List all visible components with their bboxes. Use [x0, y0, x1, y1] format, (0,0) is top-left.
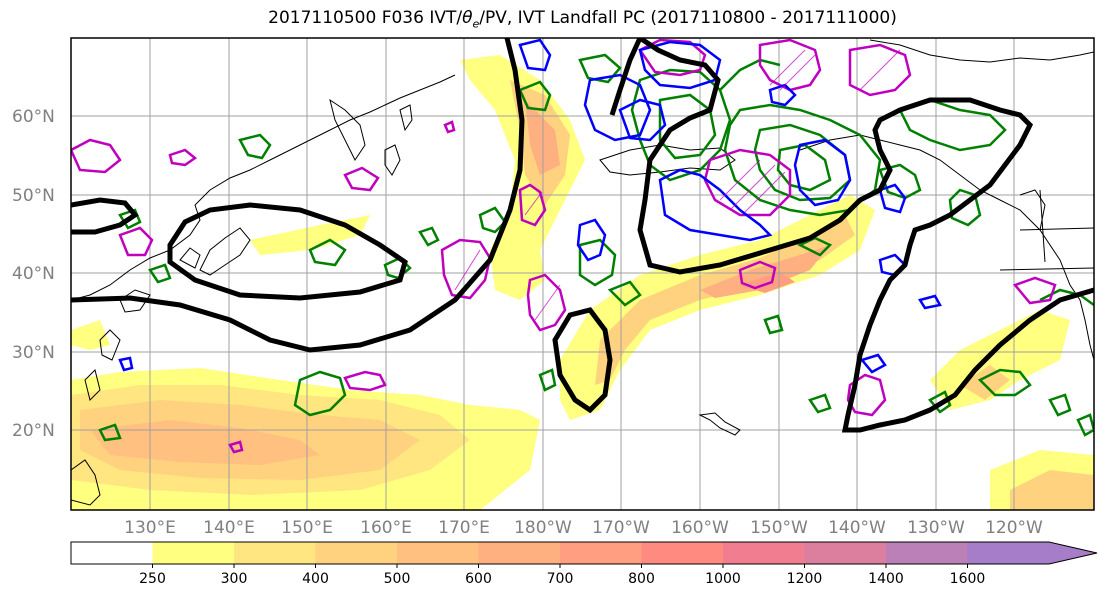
lon-label: 180°W — [514, 518, 572, 538]
colorbar-tick-label: 300 — [221, 571, 248, 587]
colorbar-segment — [234, 542, 316, 564]
colorbar-segment — [804, 542, 887, 564]
colorbar-segment — [886, 542, 968, 564]
longitude-labels: 130°E 140°E 150°E 160°E 170°E 180°W 170°… — [124, 518, 1043, 538]
figure-title: 2017110500 F036 IVT/θe/PV, IVT Landfall … — [268, 8, 897, 31]
lon-label: 130°W — [907, 518, 965, 538]
map-frame — [70, 37, 1095, 511]
lon-label: 140°E — [203, 518, 255, 538]
gridlines — [71, 38, 1094, 510]
colorbar-segment — [723, 542, 805, 564]
colorbar-tick-label: 1000 — [705, 571, 741, 587]
colorbar-tick-label: 250 — [139, 571, 166, 587]
lon-label: 170°E — [438, 518, 490, 538]
lat-label: 60°N — [12, 107, 55, 127]
colorbar: 250 300 400 500 600 700 800 1000 1200 1400 1600 — [70, 541, 1098, 587]
colorbar-tick-label: 600 — [465, 571, 492, 587]
latitude-labels: 60°N 50°N 40°N 30°N 20°N — [12, 107, 55, 441]
colorbar-segment — [560, 542, 642, 564]
colorbar-tick-label: 1200 — [787, 571, 823, 587]
colorbar-tick-label: 500 — [384, 571, 411, 587]
lat-label: 50°N — [12, 186, 55, 206]
lat-label: 30°N — [12, 343, 55, 363]
colorbar-segment — [397, 542, 479, 564]
colorbar-tick-label: 800 — [628, 571, 655, 587]
colorbar-segment — [641, 542, 724, 564]
black-contours — [71, 38, 1094, 433]
lon-label: 160°E — [360, 518, 412, 538]
hatch-lines — [454, 49, 901, 321]
colorbar-segment — [71, 542, 153, 564]
lat-label: 20°N — [12, 421, 55, 441]
lat-label: 40°N — [12, 264, 55, 284]
lon-label: 170°W — [592, 518, 650, 538]
colorbar-tick-label: 400 — [302, 571, 329, 587]
colorbar-segment — [478, 542, 561, 564]
colorbar-segment — [315, 542, 398, 564]
map-content — [71, 38, 1094, 510]
lon-label: 130°E — [124, 518, 176, 538]
colorbar-tick-label: 1400 — [868, 571, 904, 587]
colorbar-tick-label: 1600 — [950, 571, 986, 587]
lon-label: 140°W — [828, 518, 886, 538]
colorbar-tick-label: 700 — [547, 571, 574, 587]
colorbar-outline — [70, 541, 1098, 565]
colorbar-segment — [152, 542, 235, 564]
colorbar-segment — [967, 542, 1097, 564]
lon-label: 150°W — [750, 518, 808, 538]
lon-label: 160°W — [671, 518, 729, 538]
lon-label: 150°E — [281, 518, 333, 538]
magenta-contours — [71, 38, 1057, 454]
lon-label: 120°W — [985, 518, 1043, 538]
